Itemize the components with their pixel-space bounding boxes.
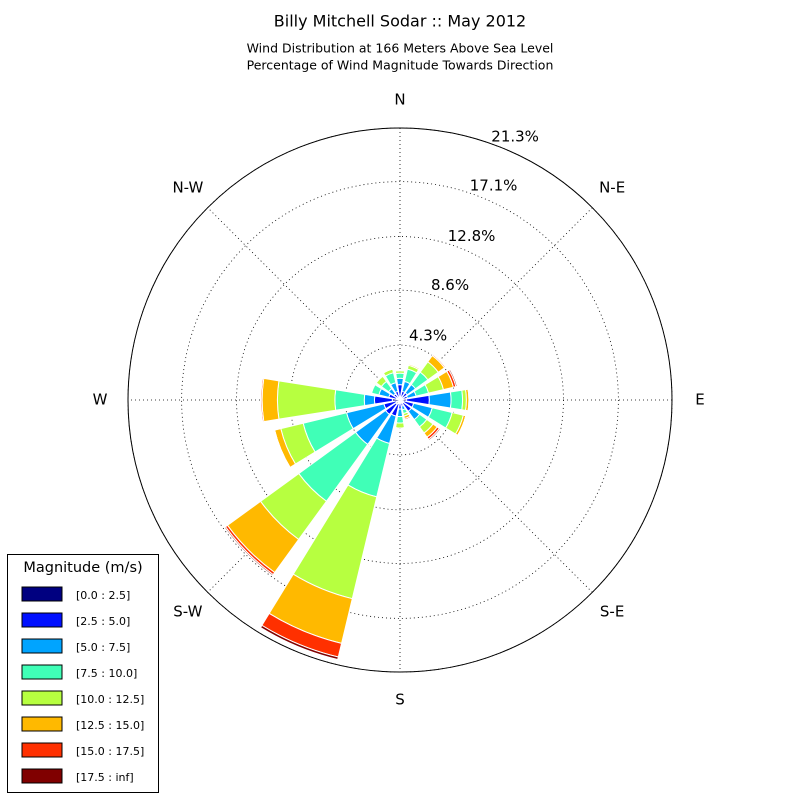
r-tick-label: 17.1% xyxy=(470,177,518,195)
legend-label: [17.5 : inf] xyxy=(76,771,134,784)
wedge xyxy=(276,380,337,420)
direction-label: E xyxy=(695,391,704,409)
legend-label: [2.5 : 5.0] xyxy=(76,615,130,628)
direction-label: N xyxy=(394,91,405,109)
direction-label: S xyxy=(395,691,405,709)
chart-subtitle: Wind Distribution at 166 Meters Above Se… xyxy=(247,41,554,56)
r-tick-label: 4.3% xyxy=(409,326,447,344)
wedge xyxy=(448,368,458,388)
r-tick-label: 12.8% xyxy=(448,227,496,245)
wedge xyxy=(396,377,404,386)
chart-title: Billy Mitchell Sodar :: May 2012 xyxy=(274,12,526,31)
r-tick-label: 8.6% xyxy=(431,276,469,294)
bars xyxy=(223,353,470,661)
grid-ring xyxy=(236,236,564,564)
legend-swatch xyxy=(21,768,63,784)
legend-label: [10.0 : 12.5] xyxy=(76,693,144,706)
wedge xyxy=(261,377,280,423)
wedge xyxy=(427,427,441,441)
wedge xyxy=(467,389,470,411)
legend-swatch xyxy=(21,742,63,758)
legend: Magnitude (m/s) [0.0 : 2.5] [2.5 : 5.0] [5… xyxy=(7,554,159,793)
legend-label: [12.5 : 15.0] xyxy=(76,719,144,732)
wedge xyxy=(449,389,464,411)
wedge xyxy=(395,422,405,429)
direction-label: S-E xyxy=(600,603,624,621)
legend-label: [7.5 : 10.0] xyxy=(76,667,137,680)
legend-swatch xyxy=(21,716,63,732)
wedge xyxy=(223,526,274,577)
legend-label: [0.0 : 2.5] xyxy=(76,589,130,602)
wedge xyxy=(370,384,376,394)
r-tick-label: 21.3% xyxy=(491,128,539,146)
wedge xyxy=(404,416,411,421)
grid-ring xyxy=(127,127,673,673)
wedge xyxy=(363,393,376,407)
legend-swatch xyxy=(21,690,63,706)
direction-label: W xyxy=(93,391,108,409)
wedge xyxy=(395,372,405,380)
legend-label: [15.0 : 17.5] xyxy=(76,745,144,758)
legend-label: [5.0 : 7.5] xyxy=(76,641,130,654)
labels: 4.3% 8.6% 12.8% 17.1% 21.3% N N-E E S-E S S-W W N-W xyxy=(93,91,705,709)
direction-label: S-W xyxy=(173,603,202,621)
chart-subtitle: Percentage of Wind Magnitude Towards Dir… xyxy=(247,58,554,73)
legend-title: Magnitude (m/s) xyxy=(23,560,142,576)
wedge xyxy=(259,624,339,661)
direction-label: N-E xyxy=(599,178,625,196)
wedge xyxy=(396,408,404,418)
wedge xyxy=(395,415,405,424)
wedge xyxy=(428,391,452,409)
grid-ring xyxy=(181,181,619,619)
wedge xyxy=(334,389,366,411)
wedge xyxy=(274,429,291,468)
direction-label: N-W xyxy=(172,178,203,196)
legend-swatch xyxy=(21,638,63,654)
wedge xyxy=(383,368,393,374)
legend-swatch xyxy=(21,586,63,602)
legend-swatch xyxy=(21,612,63,628)
legend-swatch xyxy=(21,664,63,680)
